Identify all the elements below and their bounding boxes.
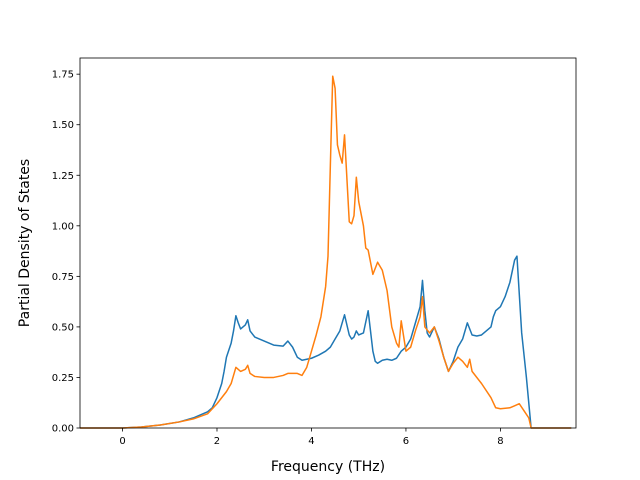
y-tick-label: 1.50 bbox=[52, 120, 74, 131]
y-tick-label: 0.50 bbox=[52, 322, 74, 333]
x-axis: 0 2 4 6 8 bbox=[119, 428, 504, 447]
y-tick-label: 0.75 bbox=[52, 272, 74, 283]
y-tick-label: 0.25 bbox=[52, 373, 74, 384]
x-tick-label: 0 bbox=[119, 436, 125, 447]
y-axis: 0.00 0.25 0.50 0.75 1.00 1.25 1.50 1.75 bbox=[52, 70, 80, 435]
series-line-1 bbox=[80, 255, 572, 429]
series-layer bbox=[80, 75, 572, 429]
y-tick-label: 1.75 bbox=[52, 70, 74, 81]
x-tick-label: 4 bbox=[308, 436, 314, 447]
y-tick-label: 1.25 bbox=[52, 171, 74, 182]
axes-frame bbox=[79, 57, 577, 429]
x-tick-label: 2 bbox=[214, 436, 220, 447]
y-tick-label: 1.00 bbox=[52, 221, 74, 232]
x-tick-label: 8 bbox=[497, 436, 503, 447]
x-tick-label: 6 bbox=[403, 436, 409, 447]
x-axis-label: Frequency (THz) bbox=[271, 459, 385, 475]
y-tick-label: 0.00 bbox=[52, 424, 74, 435]
y-axis-label: Partial Density of States bbox=[17, 159, 33, 327]
series-line-2 bbox=[80, 75, 572, 429]
